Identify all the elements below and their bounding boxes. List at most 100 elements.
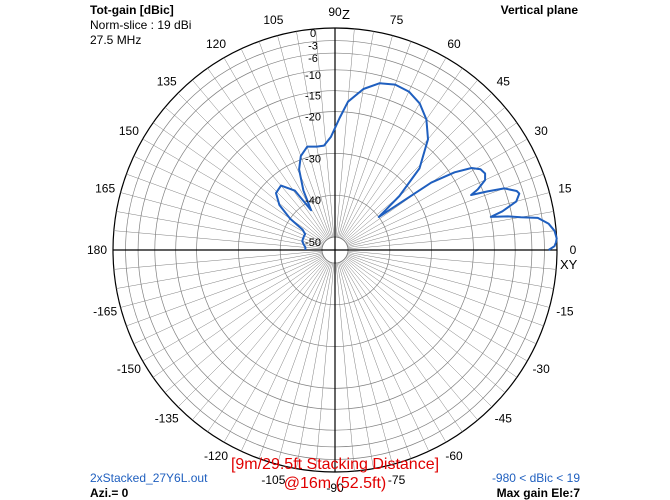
angle-tick-label: 105 — [263, 13, 283, 27]
radial-tick-label: -20 — [305, 112, 321, 124]
filename-label: 2xStacked_27Y6L.out — [90, 471, 208, 485]
angle-tick-label: 165 — [95, 181, 115, 195]
tick-labels: 9075604530150-15-30-45-60-75-90-105-120-… — [87, 5, 577, 495]
angle-tick-label: 30 — [534, 124, 548, 138]
grid-spoke — [347, 192, 550, 247]
grid-spoke — [164, 107, 326, 242]
grid-spoke — [335, 28, 355, 238]
azimuth-label: Azi.= 0 — [90, 486, 129, 500]
grid-spoke — [120, 192, 323, 247]
grid-spoke — [346, 256, 528, 362]
angle-tick-label: -90 — [326, 481, 344, 495]
grid-spoke — [341, 261, 447, 443]
grid-spoke — [133, 155, 324, 245]
grid-spoke — [335, 262, 355, 472]
grid-spoke — [337, 31, 374, 238]
grid-spoke — [340, 48, 430, 239]
angle-tick-label: 150 — [119, 124, 139, 138]
grid-spoke — [339, 262, 412, 459]
grid-spoke — [116, 252, 323, 289]
angle-tick-label: 75 — [390, 13, 404, 27]
radial-tick-label: -40 — [305, 195, 321, 207]
grid-spoke — [340, 261, 430, 452]
plane-label: Vertical plane — [500, 3, 578, 17]
angle-tick-label: -120 — [204, 449, 228, 463]
grid-spoke — [338, 262, 393, 465]
angle-tick-label: 0 — [570, 243, 577, 257]
grid-spoke — [346, 255, 537, 345]
radial-tick-label: -6 — [308, 53, 318, 65]
frequency-label: 27.5 MHz — [90, 33, 142, 47]
grid-spoke — [240, 48, 330, 239]
grid-spoke — [126, 173, 323, 246]
angle-tick-label: -30 — [532, 362, 550, 376]
grid-spoke — [164, 258, 326, 393]
grid-spoke — [277, 262, 332, 465]
grid-spoke — [142, 256, 324, 362]
grid-spoke — [113, 230, 323, 250]
horizontal-axis-name: XY — [560, 257, 578, 272]
grid-spoke — [342, 260, 463, 432]
grid-spoke — [339, 41, 412, 238]
angle-tick-label: 45 — [497, 75, 511, 89]
angle-tick-label: -150 — [117, 362, 141, 376]
grid-spoke — [258, 262, 331, 459]
angle-tick-label: -105 — [261, 473, 285, 487]
grid-spoke — [142, 138, 324, 244]
grid-spoke — [345, 257, 517, 378]
grid-spoke — [113, 250, 323, 270]
grid-spoke — [192, 79, 327, 241]
grid-spoke — [116, 211, 323, 248]
angle-tick-label: 60 — [447, 37, 461, 51]
grid-spoke — [347, 253, 550, 308]
radial-tick-label: -10 — [305, 70, 321, 82]
grid-spoke — [223, 261, 329, 443]
grid-spoke — [347, 254, 544, 327]
grid-spoke — [207, 260, 328, 432]
chart-title: Tot-gain [dBic] — [90, 3, 174, 17]
angle-tick-label: 135 — [157, 75, 177, 89]
grid-spoke — [153, 257, 325, 378]
angle-tick-label: 15 — [558, 181, 572, 195]
caption-line-2: @16m (52.5ft) — [283, 475, 387, 492]
grid-spoke — [347, 230, 557, 250]
radial-tick-label: -15 — [305, 91, 321, 103]
grid-spoke — [341, 57, 447, 239]
grid-spoke — [177, 92, 326, 241]
angle-tick-label: 180 — [87, 243, 107, 257]
grid-spoke — [177, 259, 326, 408]
grid-spoke — [207, 68, 328, 240]
angle-tick-label: -75 — [388, 473, 406, 487]
angle-tick-label: -15 — [556, 305, 574, 319]
grid-spoke — [344, 259, 493, 408]
grid-spoke — [133, 255, 324, 345]
angle-tick-label: -60 — [445, 449, 463, 463]
max-gain-label: Max gain Ele:7 — [496, 486, 580, 500]
grid-spoke — [343, 79, 478, 241]
grid-spoke — [347, 250, 557, 270]
angle-tick-label: 90 — [328, 5, 342, 19]
grid-spoke — [120, 253, 323, 308]
angle-tick-label: -165 — [93, 305, 117, 319]
angle-tick-label: -135 — [155, 411, 179, 425]
pattern-series — [275, 82, 558, 251]
grid-spoke — [342, 68, 463, 240]
grid-spoke — [344, 92, 493, 241]
gain-pattern-line — [275, 82, 558, 251]
grid-spoke — [258, 41, 331, 238]
grid-spoke — [296, 262, 333, 469]
grid-spoke — [240, 261, 330, 452]
grid-spoke — [338, 35, 393, 238]
angle-tick-label: 120 — [206, 37, 226, 51]
grid-spoke — [346, 138, 528, 244]
grid-spoke — [296, 31, 333, 238]
vertical-axis-name: Z — [342, 7, 350, 22]
grid-spoke — [344, 107, 506, 242]
grid-spoke — [344, 258, 506, 393]
radial-tick-label: -50 — [305, 237, 321, 249]
norm-slice-label: Norm-slice : 19 dBi — [90, 18, 192, 32]
grid-spoke — [347, 252, 554, 289]
grid-spoke — [343, 259, 478, 421]
polar-grid — [112, 27, 558, 473]
